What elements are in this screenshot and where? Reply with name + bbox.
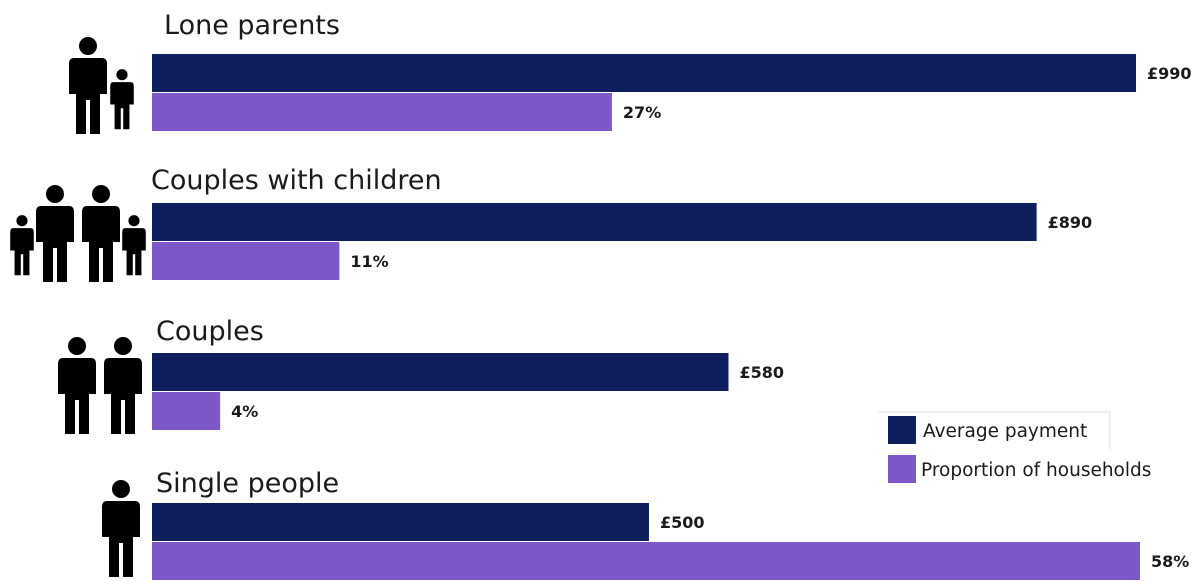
bar-proportion-households	[152, 93, 612, 131]
category-title: Single people	[156, 468, 339, 499]
data-label: 11%	[350, 252, 388, 271]
data-label: £990	[1147, 64, 1192, 83]
family-of-four-icon	[10, 185, 146, 282]
category-title: Couples with children	[151, 165, 442, 196]
data-label: £500	[660, 513, 705, 532]
bar-proportion-households	[152, 542, 1140, 580]
legend-label: Proportion of households	[921, 460, 1151, 481]
data-label: 58%	[1151, 552, 1189, 571]
category-title: Lone parents	[164, 10, 340, 41]
single-adult-icon	[102, 480, 140, 577]
adult-and-child-icon	[69, 37, 134, 134]
category-title: Couples	[156, 316, 264, 347]
two-adults-icon	[58, 337, 142, 434]
legend-swatch-average-payment	[888, 416, 916, 444]
bar-proportion-households	[152, 242, 340, 280]
bar-proportion-households	[152, 392, 221, 430]
bar-average-payment	[152, 353, 729, 391]
data-label: £890	[1048, 213, 1093, 232]
legend-label: Average payment	[923, 421, 1087, 442]
bar-average-payment	[152, 503, 649, 541]
data-label: £580	[739, 363, 784, 382]
bar-average-payment	[152, 203, 1037, 241]
legend: Average payment Proportion of households	[878, 411, 1151, 483]
data-label: 4%	[231, 402, 258, 421]
legend-swatch-proportion-households	[888, 455, 916, 483]
bar-average-payment	[152, 54, 1136, 92]
data-label: 27%	[623, 103, 661, 122]
